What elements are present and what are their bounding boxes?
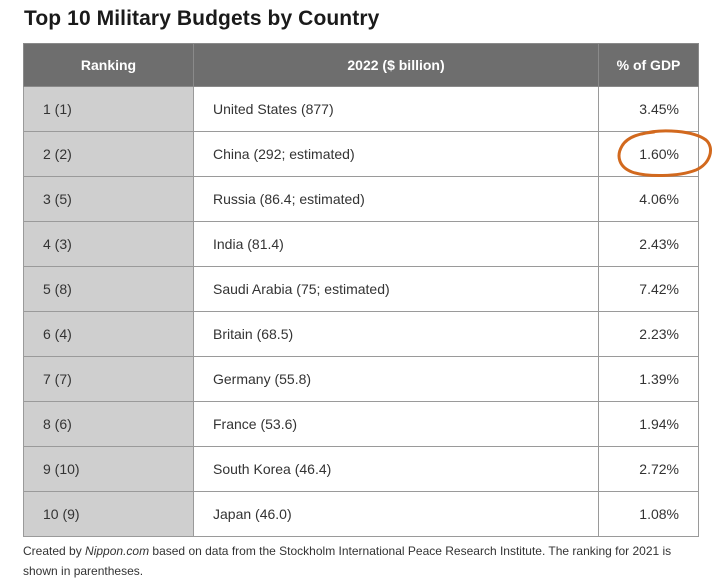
country-cell: France (53.6) xyxy=(193,401,599,447)
gdp-cell: 2.43% xyxy=(598,221,699,267)
table-row: 5 (8) Saudi Arabia (75; estimated) 7.42% xyxy=(23,266,699,312)
table-row: 4 (3) India (81.4) 2.43% xyxy=(23,221,699,267)
source-footnote: Created by Nippon.com based on data from… xyxy=(23,541,693,581)
country-cell: Russia (86.4; estimated) xyxy=(193,176,599,222)
footnote-prefix: Created by xyxy=(23,544,86,558)
country-cell: South Korea (46.4) xyxy=(193,446,599,492)
table-header-row: Ranking 2022 ($ billion) % of GDP xyxy=(23,43,699,87)
table-row: 10 (9) Japan (46.0) 1.08% xyxy=(23,491,699,537)
country-cell: China (292; estimated) xyxy=(193,131,599,177)
gdp-cell: 1.39% xyxy=(598,356,699,402)
ranking-cell: 5 (8) xyxy=(23,266,194,312)
country-cell: Saudi Arabia (75; estimated) xyxy=(193,266,599,312)
gdp-cell: 3.45% xyxy=(598,86,699,132)
ranking-cell: 3 (5) xyxy=(23,176,194,222)
ranking-cell: 9 (10) xyxy=(23,446,194,492)
gdp-cell: 7.42% xyxy=(598,266,699,312)
footnote-text: based on data from the Stockholm Interna… xyxy=(23,544,672,578)
table-row: 2 (2) China (292; estimated) 1.60% xyxy=(23,131,699,177)
ranking-cell: 7 (7) xyxy=(23,356,194,402)
gdp-cell: 1.60% xyxy=(598,131,699,177)
gdp-cell: 4.06% xyxy=(598,176,699,222)
table-row: 8 (6) France (53.6) 1.94% xyxy=(23,401,699,447)
page-title: Top 10 Military Budgets by Country xyxy=(24,7,380,30)
gdp-cell: 1.08% xyxy=(598,491,699,537)
country-cell: Britain (68.5) xyxy=(193,311,599,357)
military-budget-table: Ranking 2022 ($ billion) % of GDP 1 (1) … xyxy=(23,43,699,537)
ranking-cell: 6 (4) xyxy=(23,311,194,357)
ranking-cell: 8 (6) xyxy=(23,401,194,447)
table-row: 1 (1) United States (877) 3.45% xyxy=(23,86,699,132)
table-row: 9 (10) South Korea (46.4) 2.72% xyxy=(23,446,699,492)
country-cell: India (81.4) xyxy=(193,221,599,267)
ranking-cell: 10 (9) xyxy=(23,491,194,537)
header-ranking: Ranking xyxy=(23,43,194,87)
table-row: 6 (4) Britain (68.5) 2.23% xyxy=(23,311,699,357)
country-cell: United States (877) xyxy=(193,86,599,132)
gdp-cell: 2.72% xyxy=(598,446,699,492)
country-cell: Germany (55.8) xyxy=(193,356,599,402)
ranking-cell: 2 (2) xyxy=(23,131,194,177)
footnote-site-name: Nippon.com xyxy=(85,544,150,558)
gdp-cell: 2.23% xyxy=(598,311,699,357)
ranking-cell: 1 (1) xyxy=(23,86,194,132)
header-budget: 2022 ($ billion) xyxy=(193,43,599,87)
country-cell: Japan (46.0) xyxy=(193,491,599,537)
header-gdp: % of GDP xyxy=(598,43,699,87)
table-row: 3 (5) Russia (86.4; estimated) 4.06% xyxy=(23,176,699,222)
gdp-cell: 1.94% xyxy=(598,401,699,447)
table-row: 7 (7) Germany (55.8) 1.39% xyxy=(23,356,699,402)
ranking-cell: 4 (3) xyxy=(23,221,194,267)
